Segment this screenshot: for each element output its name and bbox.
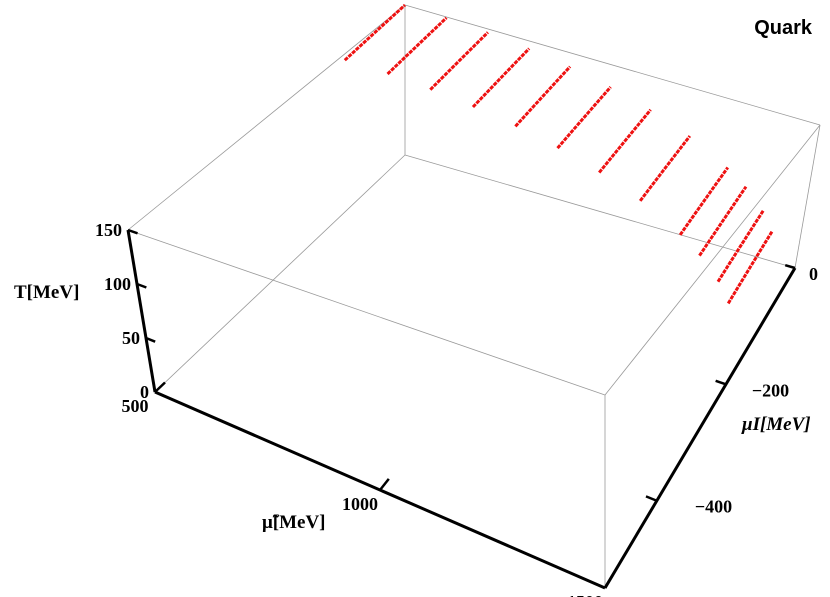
z-tick: [145, 336, 156, 343]
surface-strip: [514, 65, 572, 128]
surface-strip: [698, 185, 748, 257]
box-edge: [404, 4, 821, 126]
surface-strip: [639, 135, 692, 202]
x-tick-label: 500: [122, 396, 149, 416]
y-tick-label: −200: [752, 380, 789, 400]
y-tick: [784, 263, 796, 270]
z-tick-label: 150: [95, 220, 122, 240]
box-edge: [127, 229, 606, 396]
y-tick-label: 0: [809, 264, 818, 284]
x-axis-label: μ̃[MeV]: [262, 512, 326, 533]
surface-strip: [471, 47, 531, 109]
surface-strip: [726, 230, 774, 305]
y-axis-label: μI[MeV]: [741, 414, 811, 435]
surface-strip: [678, 166, 730, 236]
x-tick-label: 1500: [567, 592, 603, 597]
surface-strip: [716, 209, 765, 283]
y-tick-label: −400: [695, 497, 732, 517]
surface-strip: [386, 16, 448, 76]
surface-strip: [343, 3, 407, 62]
chart-title: Quark: [754, 17, 813, 39]
y-axis: [603, 267, 797, 589]
z-axis-label: T[MeV]: [14, 282, 79, 303]
box-edge: [794, 124, 821, 269]
z-tick: [127, 228, 138, 235]
surface-strip: [556, 85, 612, 150]
x-tick: [379, 478, 390, 491]
box-edge: [127, 4, 406, 231]
x-tick: [154, 381, 166, 393]
box-edge: [154, 154, 406, 393]
surface-strip: [598, 108, 652, 174]
z-tick-label: 100: [104, 274, 131, 294]
box-edge: [404, 154, 796, 269]
box-edge: [604, 124, 821, 396]
x-tick-label: 1000: [342, 494, 378, 514]
surface-strip: [429, 31, 489, 91]
x-tick: [603, 574, 614, 589]
z-tick: [154, 390, 165, 398]
z-tick-label: 0: [140, 382, 149, 402]
y-tick: [715, 379, 727, 386]
z-axis: [126, 229, 157, 393]
z-tick: [136, 282, 147, 289]
z-tick-label: 50: [122, 328, 140, 348]
y-tick: [645, 495, 658, 502]
